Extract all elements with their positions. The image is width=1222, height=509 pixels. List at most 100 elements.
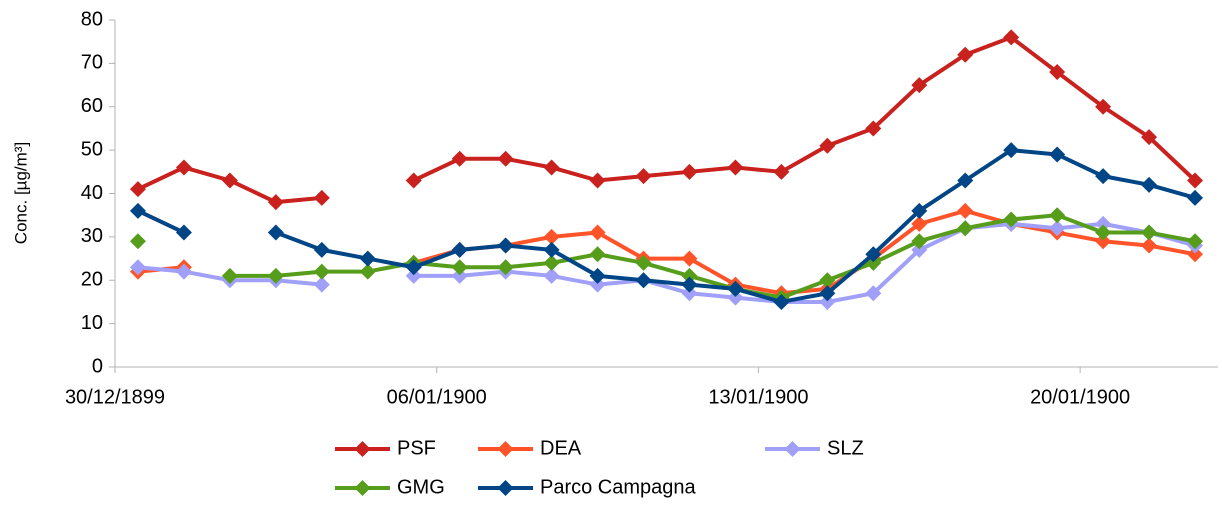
data-point	[911, 77, 928, 94]
y-axis-title: Conc. [µg/m³]	[11, 142, 30, 244]
data-point	[543, 228, 560, 245]
y-tick-label: 20	[81, 269, 103, 291]
x-tick-label: 30/12/1899	[65, 386, 165, 408]
data-point	[1095, 168, 1112, 185]
data-point	[267, 194, 284, 211]
data-point	[635, 254, 652, 271]
data-point	[1049, 64, 1066, 81]
x-tick-label: 06/01/1900	[387, 386, 487, 408]
data-point	[819, 137, 836, 154]
data-point	[911, 241, 928, 258]
data-point	[405, 172, 422, 189]
y-tick-label: 60	[81, 95, 103, 117]
data-point	[865, 285, 882, 302]
series-line	[229, 213, 1196, 300]
data-point	[1003, 142, 1020, 159]
data-point	[1141, 176, 1158, 193]
data-point	[1187, 189, 1204, 206]
data-point	[1095, 233, 1112, 250]
y-tick-label: 50	[81, 138, 103, 160]
data-point	[911, 233, 928, 250]
data-point	[865, 246, 882, 263]
data-point	[589, 276, 606, 293]
x-tick-label: 20/01/1900	[1030, 386, 1130, 408]
data-point	[1049, 207, 1066, 224]
data-point	[589, 246, 606, 263]
data-point	[1095, 98, 1112, 115]
data-point	[681, 276, 698, 293]
data-point	[911, 202, 928, 219]
data-point	[681, 285, 698, 302]
data-point	[497, 237, 514, 254]
data-point	[911, 215, 928, 232]
x-tick-label: 13/01/1900	[708, 386, 808, 408]
data-point	[1141, 237, 1158, 254]
data-point	[543, 241, 560, 258]
data-point	[1049, 146, 1066, 163]
data-point	[589, 267, 606, 284]
data-point	[589, 224, 606, 241]
data-point	[681, 267, 698, 284]
data-point	[313, 241, 330, 258]
data-point	[727, 280, 744, 297]
data-point	[957, 202, 974, 219]
data-point	[773, 293, 790, 310]
data-point	[543, 254, 560, 271]
data-point	[727, 289, 744, 306]
y-tick-label: 30	[81, 225, 103, 247]
data-point	[819, 285, 836, 302]
data-point	[451, 150, 468, 167]
data-point	[957, 46, 974, 63]
data-point	[221, 267, 238, 284]
data-point	[175, 159, 192, 176]
data-point	[589, 172, 606, 189]
data-point	[497, 259, 514, 276]
data-point	[313, 263, 330, 280]
legend-label: GMG	[397, 476, 445, 498]
data-point	[1141, 129, 1158, 146]
data-point	[451, 241, 468, 258]
legend-label: PSF	[397, 437, 436, 459]
data-point	[175, 224, 192, 241]
data-point	[635, 168, 652, 185]
data-point	[773, 163, 790, 180]
legend-label: DEA	[540, 437, 582, 459]
data-point	[1187, 172, 1204, 189]
legend-marker	[497, 441, 514, 457]
data-point	[1187, 246, 1204, 263]
series-line	[137, 35, 1197, 205]
data-point	[681, 250, 698, 267]
data-point	[819, 272, 836, 289]
data-point	[405, 259, 422, 276]
data-point	[267, 267, 284, 284]
data-point	[405, 267, 422, 284]
legend-label: Parco Campagna	[540, 476, 697, 498]
legend-marker	[784, 441, 801, 457]
data-point	[1141, 224, 1158, 241]
data-point	[1095, 224, 1112, 241]
data-point	[129, 259, 146, 276]
y-tick-label: 80	[81, 8, 103, 30]
data-point	[129, 233, 146, 250]
y-tick-label: 0	[92, 355, 103, 377]
y-tick-label: 40	[81, 182, 103, 204]
data-point	[727, 159, 744, 176]
data-point	[957, 172, 974, 189]
data-point	[313, 189, 330, 206]
legend-marker	[354, 441, 371, 457]
data-point	[865, 120, 882, 137]
data-point	[451, 259, 468, 276]
data-point	[267, 224, 284, 241]
y-tick-label: 10	[81, 312, 103, 334]
data-point	[221, 172, 238, 189]
data-point	[497, 150, 514, 167]
data-point	[1049, 220, 1066, 237]
legend-marker	[497, 480, 514, 496]
data-point	[543, 267, 560, 284]
series-line	[137, 221, 1196, 304]
data-point	[129, 202, 146, 219]
legend-marker	[354, 480, 371, 496]
data-point	[681, 163, 698, 180]
data-point	[359, 250, 376, 267]
data-point	[819, 293, 836, 310]
